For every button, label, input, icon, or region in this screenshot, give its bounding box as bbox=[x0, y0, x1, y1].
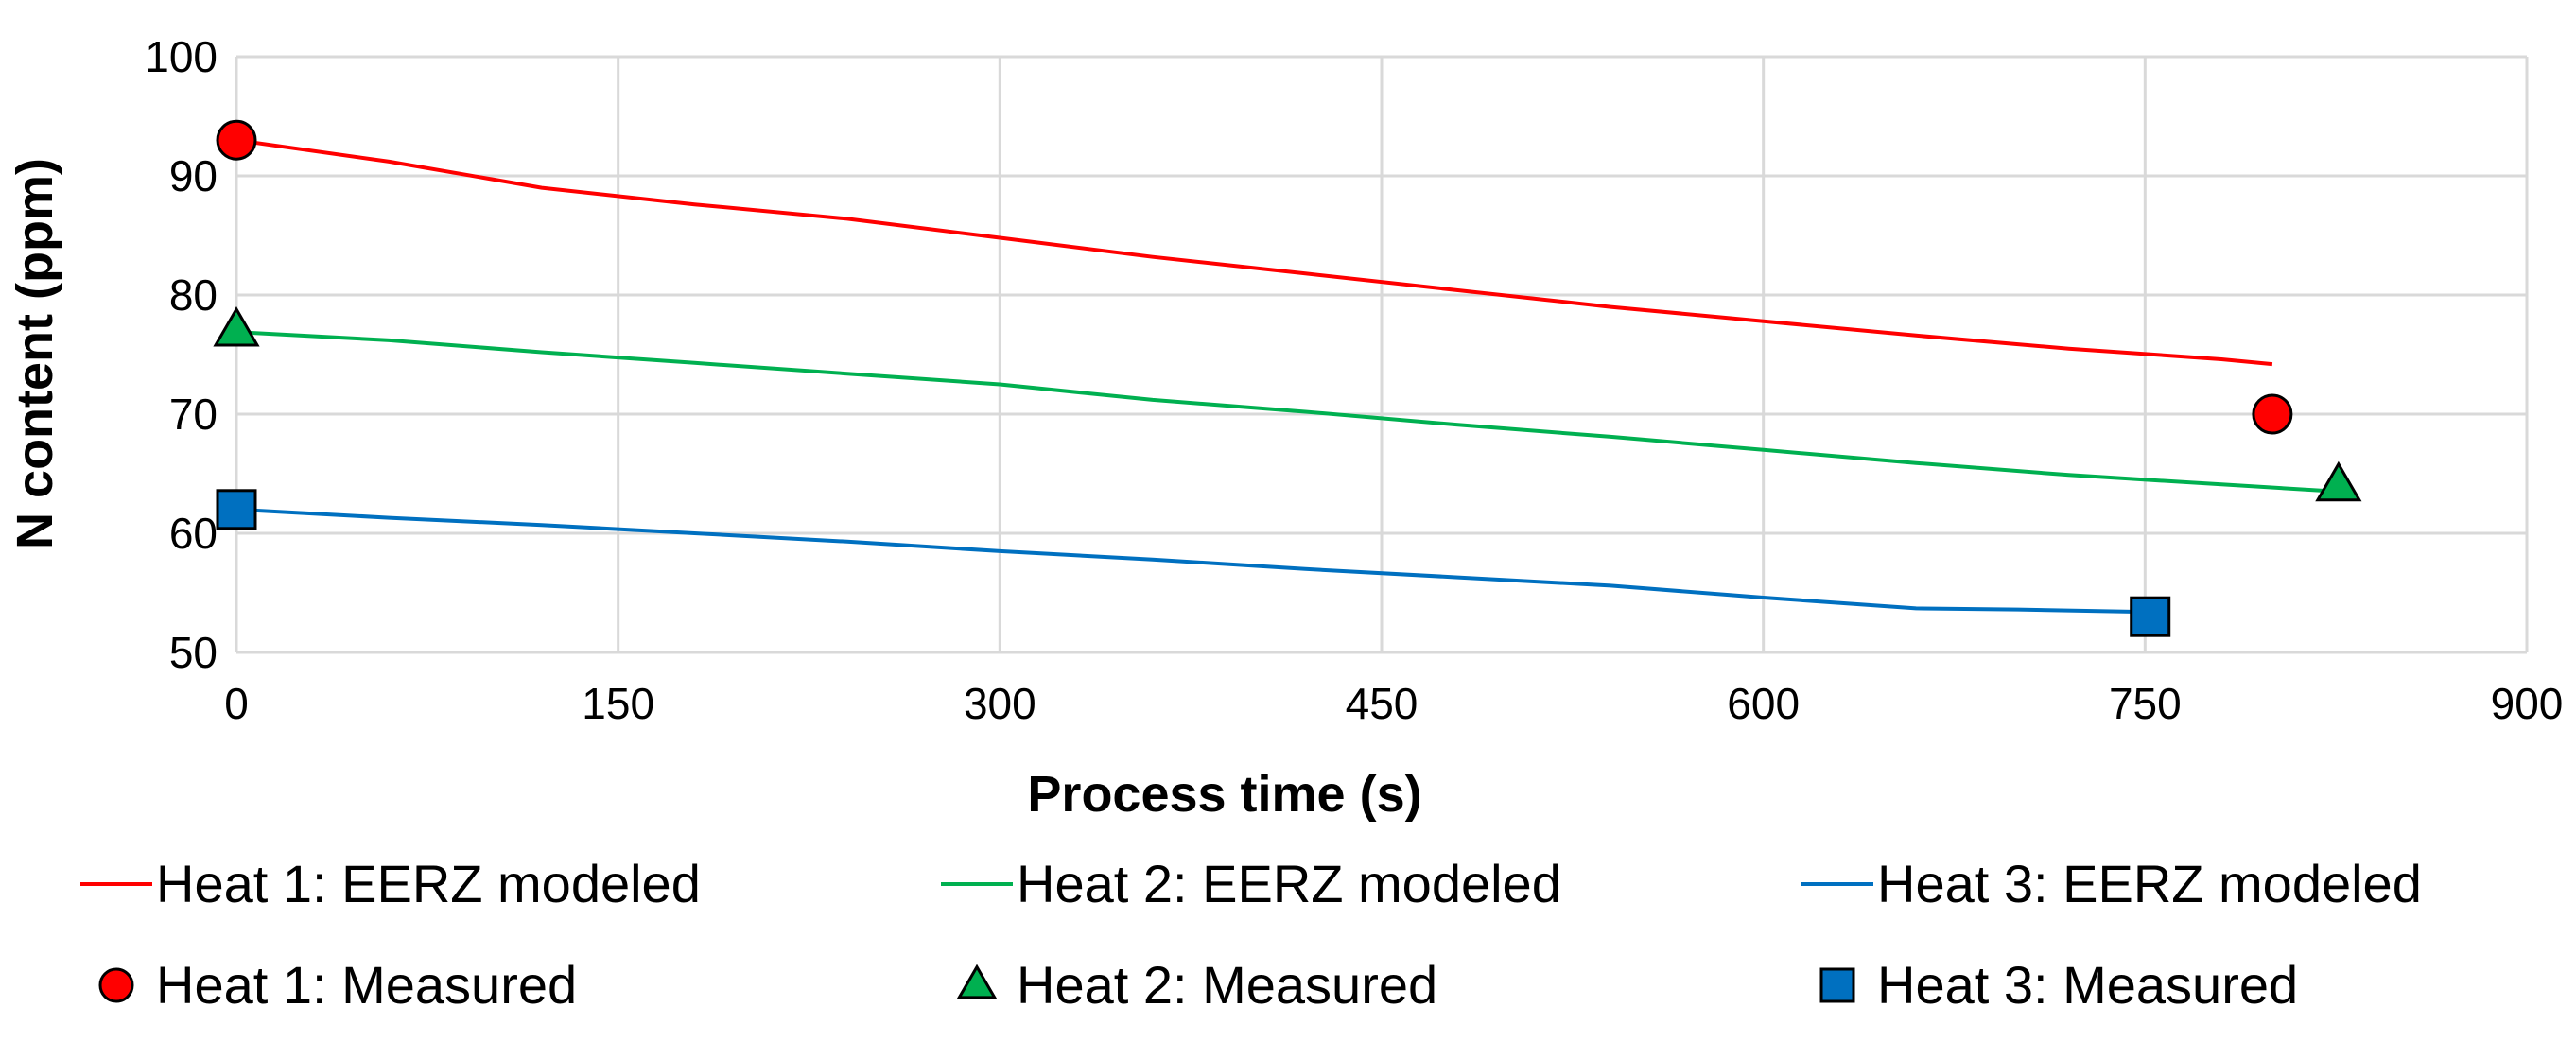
legend-swatch-heat-1-measured bbox=[98, 967, 134, 1003]
legend-label-heat-1-eerz-modeled: Heat 1: EERZ modeled bbox=[156, 854, 701, 913]
legend-label-heat-3-eerz-modeled: Heat 3: EERZ modeled bbox=[1877, 854, 2422, 913]
x-tick-label: 300 bbox=[964, 679, 1036, 728]
markers bbox=[213, 119, 2362, 637]
marker-heat-3-measured bbox=[216, 489, 257, 530]
y-axis-tick-labels: 50 60 70 80 90 100 bbox=[145, 32, 218, 677]
legend-swatch-heat-3-measured bbox=[1819, 967, 1855, 1003]
legend-swatch-heat-2-measured bbox=[956, 964, 998, 999]
y-tick-label: 50 bbox=[169, 628, 218, 677]
x-tick-label: 750 bbox=[2109, 679, 2182, 728]
x-tick-label: 600 bbox=[1727, 679, 1800, 728]
legend: Heat 1: EERZ modeled Heat 2: EERZ modeled… bbox=[80, 854, 2422, 1015]
x-axis-tick-labels: 0 150 300 450 600 750 900 bbox=[224, 679, 2563, 728]
series-line-heat-1-eerz-modeled bbox=[235, 138, 2273, 367]
legend-label-heat-2-eerz-modeled: Heat 2: EERZ modeled bbox=[1017, 854, 1561, 913]
marker-heat-2-measured bbox=[2315, 460, 2362, 502]
y-tick-label: 90 bbox=[169, 151, 218, 200]
marker-heat-1-measured bbox=[2252, 393, 2293, 435]
marker-heat-3-measured bbox=[2130, 596, 2171, 637]
grid bbox=[235, 55, 2529, 654]
marker-heat-1-measured bbox=[216, 119, 257, 161]
marker-heat-2-measured bbox=[213, 306, 260, 347]
y-tick-label: 100 bbox=[145, 32, 218, 81]
legend-label-heat-2-measured: Heat 2: Measured bbox=[1017, 955, 1437, 1015]
x-axis-title: Process time (s) bbox=[1027, 766, 1421, 823]
series-line-heat-3-eerz-modeled bbox=[235, 507, 2150, 615]
y-tick-label: 70 bbox=[169, 390, 218, 439]
legend-label-heat-1-measured: Heat 1: Measured bbox=[156, 955, 577, 1015]
series bbox=[235, 138, 2340, 615]
x-tick-label: 0 bbox=[224, 679, 249, 728]
x-tick-label: 150 bbox=[582, 679, 654, 728]
y-tick-label: 60 bbox=[169, 509, 218, 558]
y-tick-label: 80 bbox=[169, 270, 218, 320]
series-line-heat-2-eerz-modeled bbox=[235, 330, 2340, 494]
x-tick-label: 900 bbox=[2491, 679, 2564, 728]
legend-label-heat-3-measured: Heat 3: Measured bbox=[1877, 955, 2298, 1015]
y-axis-title: N content (ppm) bbox=[7, 158, 63, 549]
x-tick-label: 450 bbox=[1346, 679, 1419, 728]
